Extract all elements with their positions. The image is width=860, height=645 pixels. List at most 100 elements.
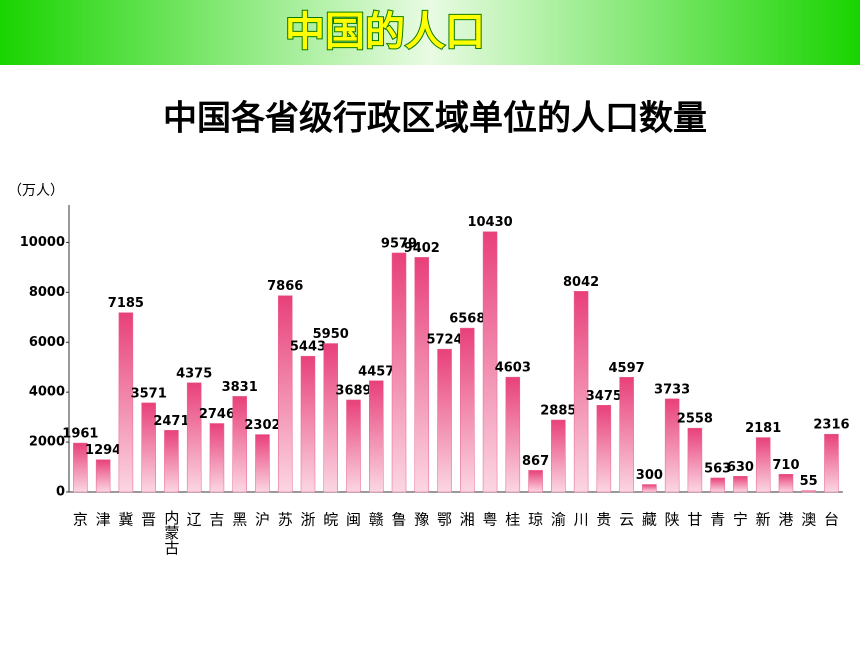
data-label: 2181 bbox=[745, 421, 781, 436]
x-tick-label: 台 bbox=[824, 511, 839, 529]
x-tick-label: 苏 bbox=[278, 511, 293, 529]
data-label: 710 bbox=[772, 458, 799, 473]
data-label: 867 bbox=[522, 454, 549, 469]
data-label: 2746 bbox=[199, 407, 235, 422]
x-tick-label: 吉 bbox=[209, 511, 224, 529]
bar bbox=[209, 423, 225, 493]
bar bbox=[118, 312, 134, 493]
x-tick-label: 津 bbox=[96, 511, 111, 529]
bar bbox=[414, 257, 430, 493]
bar bbox=[551, 419, 566, 493]
y-tick-label: 8000 bbox=[29, 285, 65, 300]
data-label: 7185 bbox=[108, 296, 144, 311]
data-label: 3689 bbox=[335, 383, 371, 398]
bar bbox=[460, 327, 475, 493]
data-label: 3475 bbox=[586, 389, 622, 404]
data-label: 4457 bbox=[358, 364, 394, 379]
data-label: 1294 bbox=[85, 443, 121, 458]
data-label: 9579 bbox=[381, 236, 417, 251]
bar bbox=[528, 470, 543, 493]
bar bbox=[437, 348, 452, 493]
x-tick-label: 辽 bbox=[187, 511, 202, 529]
data-label: 5724 bbox=[426, 333, 462, 348]
bar bbox=[164, 430, 179, 493]
y-tick-label: 6000 bbox=[29, 335, 65, 350]
y-tick-label: 0 bbox=[56, 485, 65, 500]
data-label: 2471 bbox=[153, 414, 189, 429]
data-label: 7866 bbox=[267, 279, 303, 294]
data-label: 55 bbox=[800, 474, 818, 489]
bar bbox=[232, 396, 247, 493]
bar bbox=[186, 382, 202, 493]
x-tick-label: 豫 bbox=[414, 511, 429, 529]
y-tick-label: 10000 bbox=[20, 235, 65, 250]
bar bbox=[573, 291, 589, 493]
data-label: 2885 bbox=[540, 404, 576, 419]
x-tick-label: 琼 bbox=[528, 511, 543, 529]
x-tick-label: 鲁 bbox=[392, 511, 407, 529]
x-tick-label: 宁 bbox=[733, 511, 748, 529]
data-label: 2558 bbox=[677, 412, 713, 427]
y-tick-label: 2000 bbox=[29, 435, 65, 450]
x-tick-label: 京 bbox=[73, 511, 88, 529]
x-tick-label: 川 bbox=[574, 511, 589, 529]
bar bbox=[824, 433, 839, 493]
bar bbox=[323, 343, 338, 493]
data-label: 3733 bbox=[654, 382, 690, 397]
x-tick-label: 粤 bbox=[483, 511, 498, 529]
bar bbox=[369, 380, 384, 493]
x-tick-label: 鄂 bbox=[437, 511, 452, 529]
x-tick-label: 黑 bbox=[232, 511, 247, 529]
x-tick-label: 赣 bbox=[369, 511, 384, 529]
bar bbox=[95, 459, 111, 493]
data-label: 9402 bbox=[404, 241, 440, 256]
x-tick-label: 藏 bbox=[642, 511, 657, 529]
x-tick-label: 港 bbox=[778, 511, 793, 529]
x-tick-label: 闽 bbox=[346, 511, 361, 529]
x-tick-label: 甘 bbox=[687, 511, 702, 529]
bar bbox=[300, 355, 316, 493]
y-tick-label: 4000 bbox=[29, 385, 65, 400]
x-tick-label: 浙 bbox=[300, 511, 315, 529]
bar bbox=[255, 434, 270, 493]
bar bbox=[619, 377, 634, 493]
bar bbox=[482, 231, 498, 493]
bar bbox=[596, 405, 612, 493]
x-tick-label: 皖 bbox=[323, 511, 338, 529]
x-tick-label: 桂 bbox=[505, 511, 520, 529]
chart-title: 中国各省级行政区域单位的人口数量 bbox=[163, 99, 707, 139]
data-label: 5443 bbox=[290, 340, 326, 355]
data-label: 1961 bbox=[62, 427, 98, 442]
y-axis-label: （万人） bbox=[8, 183, 64, 199]
bar bbox=[391, 252, 407, 493]
data-label: 563 bbox=[704, 461, 731, 476]
bar bbox=[346, 399, 361, 493]
x-tick-label: 陕 bbox=[665, 511, 680, 529]
x-tick-label: 内蒙古 bbox=[162, 510, 180, 555]
data-label: 3831 bbox=[222, 380, 258, 395]
data-label: 4375 bbox=[176, 366, 212, 381]
bar bbox=[733, 476, 748, 493]
bar bbox=[778, 474, 794, 493]
x-tick-label: 湘 bbox=[460, 511, 475, 529]
data-label: 630 bbox=[727, 460, 754, 475]
data-label: 10430 bbox=[467, 215, 512, 230]
x-tick-label: 云 bbox=[619, 511, 634, 529]
data-label: 300 bbox=[636, 468, 663, 483]
bar bbox=[141, 402, 156, 493]
bar bbox=[73, 442, 88, 493]
data-label: 8042 bbox=[563, 275, 599, 290]
bar bbox=[687, 427, 703, 493]
header-title: 中国的人口 bbox=[285, 9, 485, 55]
bar bbox=[710, 477, 725, 493]
data-label: 3571 bbox=[131, 386, 167, 401]
bar bbox=[755, 437, 771, 493]
data-label: 2302 bbox=[244, 418, 280, 433]
x-tick-label: 晋 bbox=[141, 511, 156, 529]
x-tick-label: 冀 bbox=[118, 511, 133, 529]
header-bar bbox=[0, 0, 860, 65]
bar bbox=[277, 295, 293, 493]
bar bbox=[801, 490, 816, 493]
data-label: 4597 bbox=[609, 361, 645, 376]
